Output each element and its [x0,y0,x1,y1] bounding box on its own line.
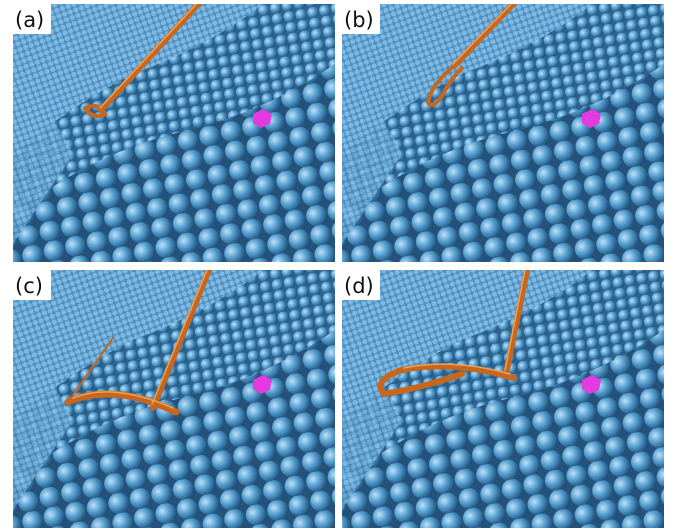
panel-label: (b) [344,8,374,32]
panel: (a) [13,0,335,262]
panel: (c) [13,265,335,528]
panel-label: (d) [344,274,374,298]
figure: (a) (b) (c) (d) [0,0,685,531]
panel: (b) [342,0,664,262]
panel-label: (c) [15,274,43,298]
panel-label: (a) [15,8,44,32]
panel: (d) [342,265,664,528]
